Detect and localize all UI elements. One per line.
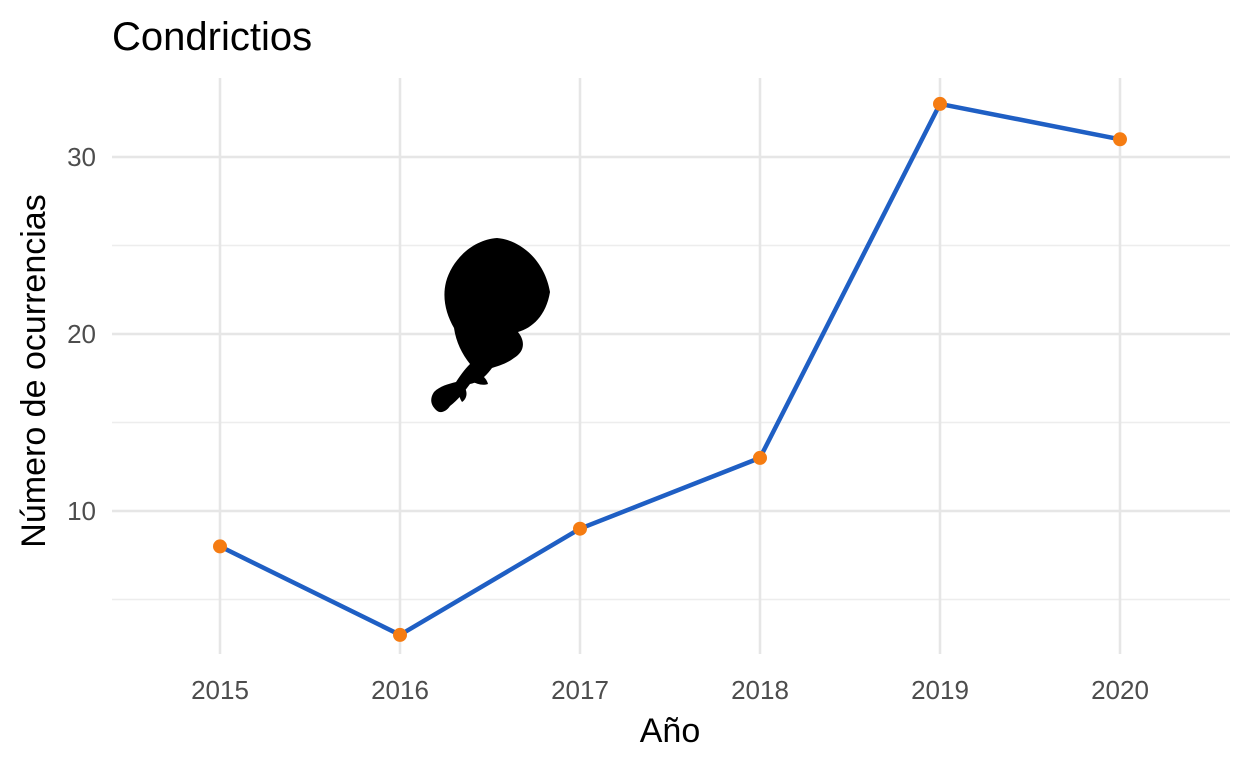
x-axis-tick-labels: 2015 2016 2017 2018 2019 2020 [191,675,1149,705]
y-tick-label: 30 [67,142,96,172]
x-tick-label: 2020 [1091,675,1149,705]
data-points [213,96,1127,642]
data-point [753,450,767,465]
data-point [933,96,947,111]
data-point [393,627,407,642]
x-tick-label: 2019 [911,675,969,705]
x-axis-title: Año [640,712,701,750]
x-tick-label: 2017 [551,675,609,705]
series-line [217,101,1123,638]
y-axis-title: Número de ocurrencias [15,194,53,547]
y-tick-label: 20 [67,319,96,349]
x-tick-label: 2016 [371,675,429,705]
chondrichthyan-silhouette-icon [431,238,550,413]
y-tick-label: 10 [67,496,96,526]
y-axis-tick-labels: 10 20 30 [67,142,96,526]
data-point [213,539,227,554]
x-tick-label: 2018 [731,675,789,705]
chart-title: Condrictios [112,15,312,59]
x-tick-label: 2015 [191,675,249,705]
data-point [573,521,587,536]
grid [112,78,1230,654]
data-point [1113,132,1127,147]
